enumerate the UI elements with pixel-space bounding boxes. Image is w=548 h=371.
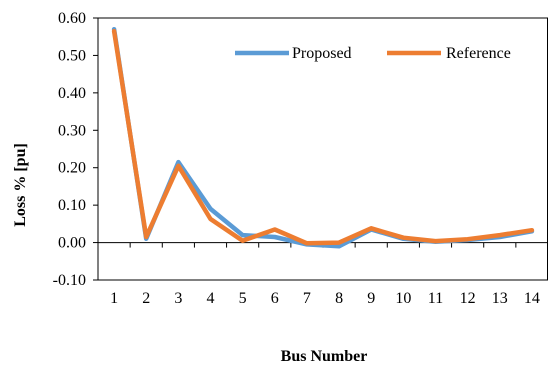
x-tick-label: 14	[524, 290, 540, 307]
y-tick-label: 0.00	[58, 235, 86, 252]
data-point-reference	[274, 228, 276, 230]
x-tick-label: 7	[303, 290, 311, 307]
x-tick-label: 10	[395, 290, 411, 307]
y-axis-title-group: Loss % [pu]	[12, 143, 29, 227]
plot-area: -0.100.000.100.200.300.400.500.601 2 3 4 5 6 7…	[53, 10, 548, 307]
x-tick-label: 8	[335, 290, 343, 307]
data-point-proposed	[338, 245, 340, 247]
y-axis-title: Loss % [pu]	[12, 143, 29, 227]
data-point-reference	[435, 240, 436, 242]
legend-label-reference: Reference	[446, 45, 511, 62]
data-point-proposed	[177, 161, 179, 163]
data-point-reference	[467, 238, 469, 240]
data-point-proposed	[274, 236, 276, 238]
x-tick-label: 2	[142, 290, 150, 307]
x-tick-label: 9	[367, 290, 375, 307]
legend: Proposed Reference	[235, 45, 511, 62]
data-point-reference	[370, 227, 372, 229]
y-tick-label: -0.10	[53, 272, 86, 289]
x-tick-label: 6	[271, 290, 279, 307]
data-point-proposed	[210, 208, 211, 210]
data-point-reference	[338, 242, 340, 244]
x-tick-label: 5	[239, 290, 247, 307]
y-tick-label: 0.60	[58, 10, 86, 27]
data-point-reference	[210, 218, 211, 220]
data-point-reference	[402, 237, 404, 239]
series-line-reference	[111, 28, 535, 246]
x-tick-label: 13	[492, 290, 508, 307]
data-point-proposed	[242, 234, 244, 236]
y-tick-label: 0.30	[58, 122, 86, 139]
data-point-reference	[113, 30, 115, 32]
data-point-reference	[177, 165, 179, 167]
data-point-reference	[531, 229, 533, 231]
data-point-reference	[145, 236, 147, 238]
data-point-reference	[242, 240, 244, 242]
data-point-reference	[499, 234, 501, 236]
x-axis-title: Bus Number	[281, 348, 368, 365]
x-tick-label: 3	[174, 290, 182, 307]
y-tick-label: 0.50	[58, 47, 86, 64]
y-tick-label: 0.10	[58, 197, 86, 214]
y-tick-label: 0.20	[58, 160, 86, 177]
x-tick-label: 11	[428, 290, 443, 307]
data-point-reference	[306, 242, 308, 244]
legend-label-proposed: Proposed	[292, 45, 352, 62]
x-tick-label: 1	[110, 290, 118, 307]
x-tick-label: 12	[460, 290, 476, 307]
y-tick-label: 0.40	[58, 85, 86, 102]
x-tick-label: 4	[207, 290, 215, 307]
